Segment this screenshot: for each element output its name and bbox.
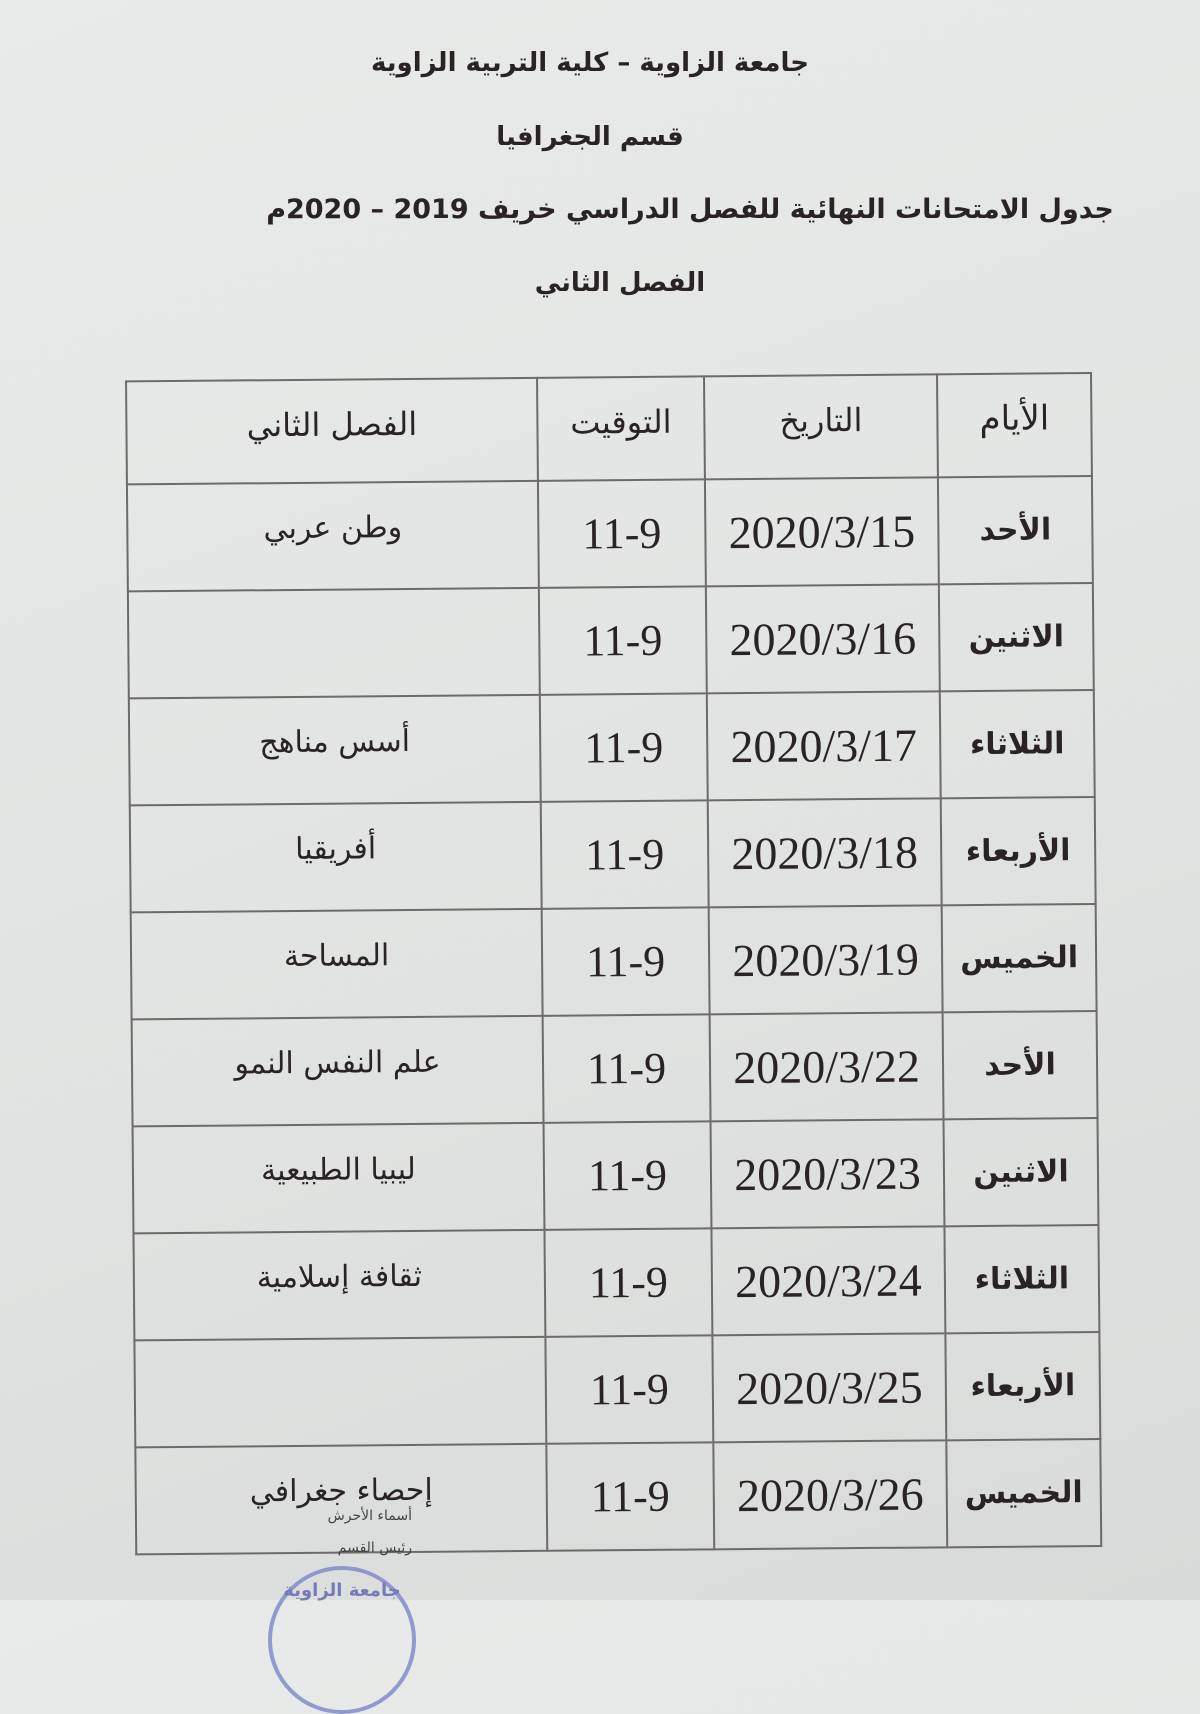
date-cell: 2020/3/23 (710, 1119, 945, 1229)
date-cell: 2020/3/19 (708, 905, 943, 1015)
subject-cell: ليبيا الطبيعية (132, 1122, 545, 1234)
department-heading: قسم الجغرافيا (496, 122, 684, 152)
date-cell: 2020/3/25 (712, 1333, 947, 1443)
time-cell: 11-9 (542, 1014, 711, 1123)
subject-cell (134, 1336, 547, 1448)
subject-cell: المساحة (130, 908, 543, 1020)
day-cell: الأربعاء (940, 796, 1096, 906)
department-stamp: جامعة الزاوية (268, 1566, 416, 1714)
subject-cell: إحصاء جغرافي (135, 1443, 548, 1555)
table-row: الأحد 2020/3/22 11-9 علم النفس النمو (131, 1010, 1098, 1127)
date-cell: 2020/3/16 (705, 584, 940, 694)
time-cell: 11-9 (544, 1228, 713, 1337)
column-header-days: الأيام (937, 373, 1092, 478)
signatory-name: أسماء الأحرش (327, 1508, 412, 1524)
table-row: الخميس 2020/3/19 11-9 المساحة (130, 903, 1097, 1020)
semester-heading: الفصل الثاني (534, 268, 706, 298)
subject-cell: ثقافة إسلامية (133, 1229, 546, 1341)
table-row: الثلاثاء 2020/3/17 11-9 أسس مناهج (128, 689, 1095, 806)
time-cell: 11-9 (545, 1335, 714, 1444)
column-header-date: التاريخ (704, 374, 938, 480)
time-cell: 11-9 (546, 1442, 715, 1551)
day-cell: الأحد (942, 1010, 1098, 1120)
table-row: الخميس 2020/3/26 11-9 إحصاء جغرافي (135, 1438, 1102, 1555)
date-cell: 2020/3/24 (711, 1226, 946, 1336)
day-cell: الثلاثاء (939, 689, 1095, 799)
table-row: الثلاثاء 2020/3/24 11-9 ثقافة إسلامية (133, 1224, 1100, 1341)
day-cell: الخميس (941, 903, 1097, 1013)
table-row: الأحد 2020/3/15 11-9 وطن عربي (126, 476, 1093, 592)
day-cell: الاثنين (943, 1117, 1099, 1227)
subject-cell: أفريقيا (129, 801, 542, 913)
subject-cell: أسس مناهج (128, 694, 541, 806)
date-cell: 2020/3/22 (709, 1012, 944, 1122)
date-cell: 2020/3/18 (707, 798, 942, 908)
table-row: الاثنين 2020/3/16 11-9 (127, 583, 1094, 699)
institution-heading: جامعة الزاوية – كلية التربية الزاوية (371, 48, 809, 78)
schedule-title: جدول الامتحانات النهائية للفصل الدراسي خ… (266, 194, 1114, 225)
table-row: الأربعاء 2020/3/18 11-9 أفريقيا (129, 796, 1096, 913)
day-cell: الخميس (946, 1438, 1102, 1548)
column-header-time: التوقيت (537, 376, 705, 481)
time-cell: 11-9 (538, 586, 707, 695)
table-row: الأربعاء 2020/3/25 11-9 (134, 1331, 1101, 1448)
table-header-row: الأيام التاريخ التوقيت الفصل الثاني (126, 373, 1092, 485)
signatory-role: رئيس القسم (337, 1540, 412, 1556)
subject-cell (127, 587, 540, 699)
time-cell: 11-9 (540, 800, 709, 909)
day-cell: الثلاثاء (944, 1224, 1100, 1334)
table-row: الاثنين 2020/3/23 11-9 ليبيا الطبيعية (132, 1117, 1099, 1234)
time-cell: 11-9 (537, 479, 706, 588)
date-cell: 2020/3/15 (704, 477, 939, 587)
column-header-subject: الفصل الثاني (126, 377, 538, 485)
stamp-text: جامعة الزاوية (283, 1580, 401, 1601)
time-cell: 11-9 (541, 907, 710, 1016)
day-cell: الأحد (937, 476, 1093, 585)
date-cell: 2020/3/26 (713, 1440, 948, 1550)
subject-cell: وطن عربي (126, 480, 539, 592)
date-cell: 2020/3/17 (706, 691, 941, 801)
time-cell: 11-9 (543, 1121, 712, 1230)
exam-schedule-table: الأيام التاريخ التوقيت الفصل الثاني الأح… (125, 372, 1102, 1555)
subject-cell: علم النفس النمو (131, 1015, 544, 1127)
day-cell: الأربعاء (945, 1331, 1101, 1441)
time-cell: 11-9 (539, 693, 708, 802)
day-cell: الاثنين (938, 583, 1094, 692)
